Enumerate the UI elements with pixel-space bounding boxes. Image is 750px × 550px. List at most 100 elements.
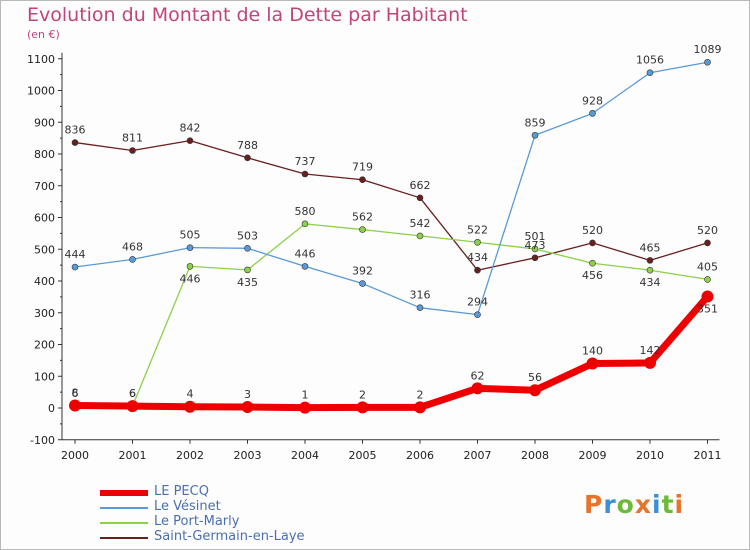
data-point [356,401,369,414]
data-point [704,276,711,283]
data-point [416,232,424,240]
x-tick-label: 2010 [636,449,664,462]
y-tick-label: 300 [34,307,55,320]
data-point [186,244,194,251]
data-label: 719 [352,161,373,174]
data-point [186,137,194,144]
data-label: 140 [582,345,603,358]
data-label: 737 [295,155,316,168]
data-point [589,259,596,267]
y-unit-label: (en €) [27,28,60,41]
data-label: 1089 [694,43,722,56]
series-line [74,61,709,316]
data-label: 662 [410,179,431,192]
data-point [646,69,654,77]
data-label: 2 [417,388,424,401]
x-tick-label: 2005 [349,449,377,462]
y-tick-label: 200 [34,339,55,352]
data-label: 316 [410,289,431,302]
data-point [129,147,136,154]
x-tick-label: 2011 [694,449,722,462]
legend-swatch [100,490,148,496]
y-tick-label: 900 [34,116,55,129]
data-point [416,304,424,311]
data-label: 446 [180,272,201,285]
data-label: 434 [467,251,488,264]
series-saint-germain-en-laye [71,137,711,274]
data-label: 520 [697,224,718,237]
x-tick-label: 2009 [579,449,607,462]
data-label: 2 [359,388,366,401]
data-label: 501 [525,230,546,243]
y-tick-label: 1000 [27,85,55,98]
data-point [359,280,366,287]
data-label: 505 [180,229,201,242]
data-label: 351 [697,303,718,316]
data-label: 811 [122,132,143,145]
data-point [186,263,194,270]
data-point [704,58,711,66]
y-tick-label: 100 [34,370,55,383]
series-le-pecq [69,290,714,414]
legend-label: Le Vésinet [154,499,221,514]
data-label: 444 [65,248,86,261]
legend-swatch [100,522,148,524]
legend-swatch [100,507,148,509]
data-point [129,256,136,263]
data-point [471,382,484,395]
data-label: 928 [582,94,603,107]
y-tick-label: 600 [34,212,55,225]
data-point [704,239,711,247]
data-point [359,176,366,184]
logo-letter: o [616,490,635,519]
data-label: 859 [525,116,546,129]
data-point [531,245,539,253]
data-label: 56 [528,371,542,384]
data-label: 4 [187,388,194,401]
x-tick-label: 2003 [234,449,262,462]
data-point [126,400,139,413]
data-label: 562 [352,211,373,224]
data-label: 142 [640,344,661,357]
data-label: 836 [65,124,86,137]
data-point [474,266,481,274]
y-tick-label: -100 [30,434,55,447]
y-tick-label: 400 [34,275,55,288]
data-point [69,399,81,412]
data-label: 6 [72,387,79,400]
logo-letter: t [661,490,675,519]
data-point [301,263,309,270]
data-point [701,290,714,303]
legend-label: LE PECQ [154,484,209,499]
data-point [301,170,309,178]
logo-letter: r [603,490,617,519]
data-point [474,311,481,318]
data-label: 473 [525,239,546,252]
data-point [646,257,654,264]
data-point [244,266,251,274]
data-label: 465 [640,241,661,254]
data-label: 580 [295,205,316,218]
logo-letter: i [674,490,685,519]
data-point [644,356,656,369]
data-label: 1056 [636,54,664,67]
logo-letter: i [652,490,662,519]
data-label: 520 [582,224,603,237]
legend-swatch [100,537,148,539]
data-point [531,254,539,262]
proxiti-logo: Proxiti [584,490,684,519]
series-line [74,140,709,271]
data-point [586,357,599,370]
data-point [244,154,251,162]
logo-letter: P [584,490,604,519]
data-label: 3 [244,388,251,401]
data-label: 456 [582,269,603,282]
data-label: 6 [129,387,136,400]
data-label: 522 [467,223,488,236]
data-point [241,401,254,414]
x-tick-label: 2004 [291,449,319,462]
y-tick-label: 1100 [27,53,55,66]
data-point [71,263,79,271]
